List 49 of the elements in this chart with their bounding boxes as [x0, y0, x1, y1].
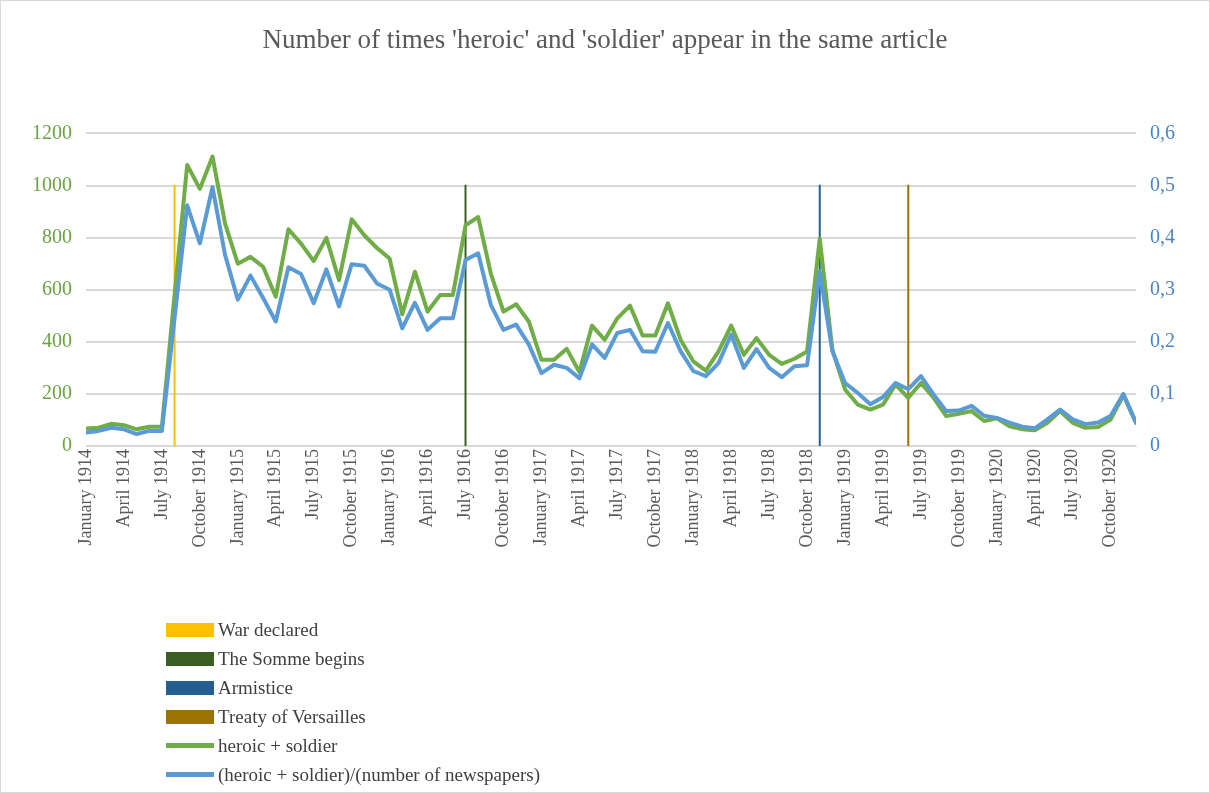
y-tick-label: 800 — [42, 224, 72, 247]
legend-label: War declared — [218, 618, 319, 641]
x-tick-label: April 1917 — [568, 449, 589, 528]
y-tick-label: 400 — [42, 329, 72, 352]
x-tick-label: July 1914 — [150, 449, 171, 520]
x-tick-label: April 1920 — [1023, 449, 1044, 528]
y-tick-label: 200 — [42, 381, 72, 404]
x-tick-label: January 1916 — [378, 449, 399, 546]
legend-label: (heroic + soldier)/(number of newspapers) — [218, 763, 540, 786]
legend-label: heroic + soldier — [218, 734, 338, 757]
x-tick-label: April 1915 — [264, 449, 285, 528]
x-tick-label: April 1914 — [112, 449, 133, 528]
x-tick-label: July 1919 — [909, 449, 930, 520]
x-tick-label: January 1920 — [985, 449, 1006, 546]
y-tick-label: 600 — [42, 276, 72, 299]
y2-tick-label: 0,5 — [1150, 172, 1175, 195]
x-tick-label: January 1915 — [226, 449, 247, 546]
x-tick-label: October 1915 — [340, 449, 361, 548]
y2-tick-label: 0,6 — [1150, 120, 1175, 143]
x-tick-label: January 1917 — [530, 449, 551, 546]
y-tick-label: 0 — [62, 433, 72, 456]
x-tick-label: April 1916 — [416, 449, 437, 528]
x-tick-label: July 1915 — [302, 449, 323, 520]
y-tick-label: 1000 — [32, 172, 72, 195]
y2-tick-label: 0,3 — [1150, 276, 1175, 299]
y2-tick-label: 0,4 — [1150, 224, 1175, 247]
x-tick-label: July 1917 — [606, 449, 627, 520]
x-tick-label: July 1920 — [1061, 449, 1082, 520]
y2-tick-label: 0 — [1150, 433, 1160, 456]
x-tick-label: April 1918 — [719, 449, 740, 528]
x-tick-label: October 1920 — [1099, 449, 1120, 548]
y2-tick-label: 0,2 — [1150, 329, 1175, 352]
x-tick-label: October 1918 — [795, 449, 816, 548]
x-tick-label: October 1917 — [644, 449, 665, 548]
chart-title: Number of times 'heroic' and 'soldier' appear in the same article — [262, 24, 948, 55]
x-tick-label: October 1916 — [492, 449, 513, 548]
legend-label: Treaty of Versailles — [218, 705, 366, 728]
x-tick-label: July 1916 — [454, 449, 475, 520]
x-tick-label: January 1914 — [74, 449, 95, 546]
x-tick-label: July 1918 — [757, 449, 778, 520]
x-tick-label: January 1919 — [833, 449, 854, 546]
x-tick-label: January 1918 — [681, 449, 702, 546]
legend-label: Armistice — [218, 676, 293, 699]
x-tick-label: October 1914 — [188, 449, 209, 548]
legend-label: The Somme begins — [218, 647, 365, 670]
y-tick-label: 1200 — [32, 120, 72, 143]
y2-tick-label: 0,1 — [1150, 381, 1175, 404]
x-tick-label: October 1919 — [947, 449, 968, 548]
x-tick-label: April 1919 — [871, 449, 892, 528]
